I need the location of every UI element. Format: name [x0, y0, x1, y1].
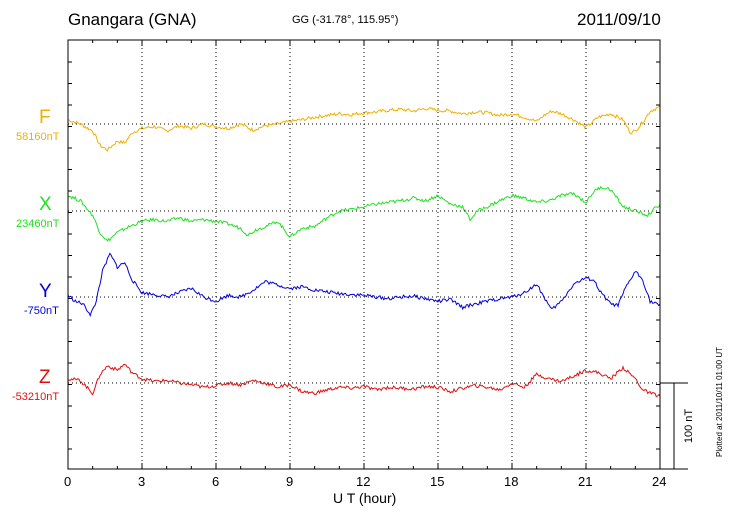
plot-date: 2011/09/10 — [577, 10, 661, 29]
plot-stamp: Plotted at 2011/10/11 01:00 UT — [715, 347, 724, 457]
x-axis-label: U T (hour) — [333, 490, 397, 506]
x-tick-label: 6 — [212, 474, 220, 489]
x-tick-label: 9 — [286, 474, 294, 489]
axis-ticks — [67, 40, 661, 469]
series-line-z — [67, 363, 661, 398]
scale-bar: 100 nT — [660, 382, 695, 470]
baseline-label-f: 58160nT — [16, 131, 60, 143]
vertical-gridlines — [141, 40, 587, 469]
component-label-x: X — [39, 194, 52, 215]
series-line-f — [67, 104, 661, 152]
x-tick-label: 15 — [430, 474, 445, 489]
baseline-label-x: 23460nT — [16, 218, 60, 230]
component-label-f: F — [39, 107, 51, 128]
plot-frame — [67, 39, 661, 470]
series-line-y — [67, 252, 661, 318]
component-label-z: Z — [39, 367, 51, 388]
x-tick-label: 12 — [356, 474, 371, 489]
baseline-gridlines — [68, 123, 660, 384]
series-line-x — [67, 185, 661, 242]
x-tick-label: 3 — [138, 474, 146, 489]
baseline-label-y: -750nT — [24, 305, 59, 317]
scale-bar-label: 100 nT — [683, 409, 695, 444]
baseline-label-z: -53210nT — [12, 391, 60, 403]
x-tick-label: 24 — [652, 474, 667, 489]
station-title: Gnangara (GNA) — [68, 10, 197, 29]
x-tick-label: 18 — [504, 474, 519, 489]
station-coordinates: GG (-31.78°, 115.95°) — [292, 14, 399, 26]
data-traces — [67, 104, 661, 398]
x-tick-label: 0 — [64, 474, 72, 489]
x-tick-label: 21 — [578, 474, 593, 489]
component-label-y: Y — [39, 281, 52, 302]
